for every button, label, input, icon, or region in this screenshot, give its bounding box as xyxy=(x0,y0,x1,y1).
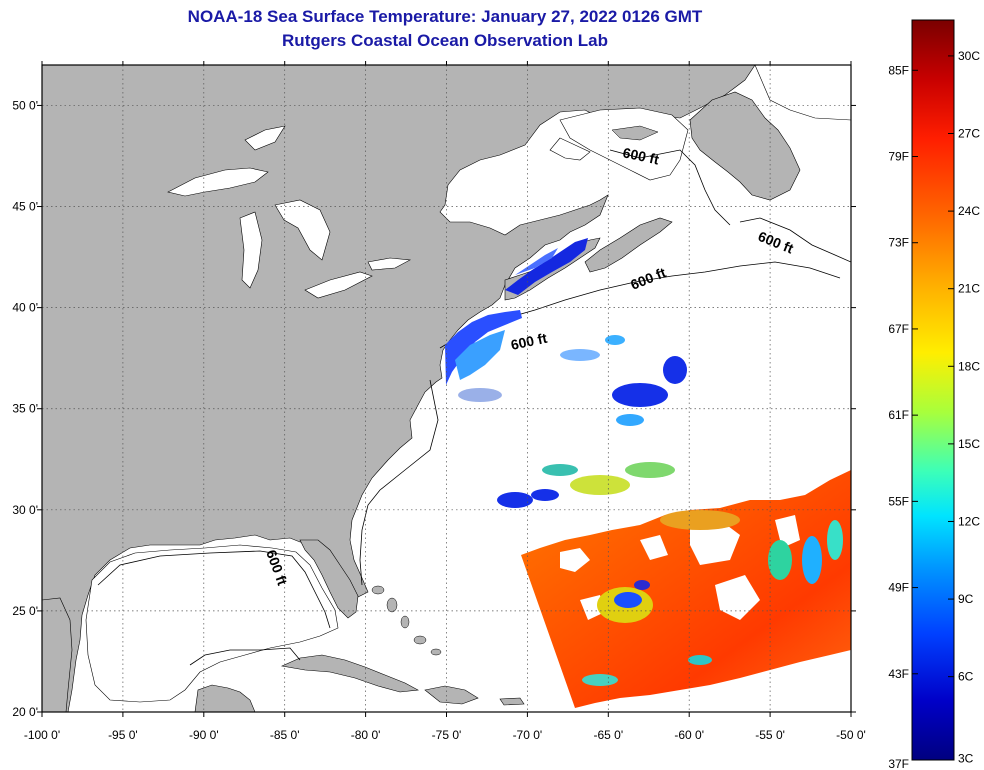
cuba-land xyxy=(280,654,419,693)
cb-label-f: 55F xyxy=(888,494,909,508)
cb-label-c: 27C xyxy=(958,127,980,141)
puerto-rico-land xyxy=(499,697,525,706)
cb-label-f: 85F xyxy=(888,63,909,77)
cb-label-c: 3C xyxy=(958,751,974,765)
cb-label-c: 30C xyxy=(958,49,980,63)
cb-label-f: 37F xyxy=(888,757,909,770)
cb-label-f: 49F xyxy=(888,581,909,595)
sst-cold-coastal xyxy=(445,238,588,385)
cb-label-c: 15C xyxy=(958,437,980,451)
cb-label-c: 24C xyxy=(958,204,980,218)
lon-label: -100 0' xyxy=(24,728,60,742)
north-ocean-water xyxy=(754,65,851,121)
north-america-land xyxy=(42,65,756,712)
lon-label: -65 0' xyxy=(593,728,623,742)
cb-label-f: 67F xyxy=(888,322,909,336)
map-ticks xyxy=(37,61,856,717)
florida-land xyxy=(299,539,359,619)
lon-label: -90 0' xyxy=(189,728,219,742)
cb-label-c: 6C xyxy=(958,670,974,684)
sst-blue-patches xyxy=(458,335,687,508)
cb-label-f: 79F xyxy=(888,150,909,164)
lon-label: -95 0' xyxy=(108,728,138,742)
contour-label-midatlantic: 600 ft xyxy=(509,330,548,353)
map-subtitle: Rutgers Coastal Ocean Observation Lab xyxy=(282,31,608,50)
map-title: NOAA-18 Sea Surface Temperature: January… xyxy=(187,7,703,26)
gulf-st-lawrence-water xyxy=(559,107,689,181)
lon-label: -55 0' xyxy=(755,728,785,742)
lat-label: 45 0' xyxy=(12,200,38,214)
latitude-labels: 50 0' 45 0' 40 0' 35 0' 30 0' 25 0' 20 0' xyxy=(12,98,38,719)
cb-label-f: 43F xyxy=(888,667,909,681)
colorbar-fahrenheit-ticks xyxy=(912,69,918,675)
lon-label: -70 0' xyxy=(513,728,543,742)
cb-label-f: 73F xyxy=(888,236,909,250)
cb-label-f: 61F xyxy=(888,408,909,422)
longitude-labels: -100 0' -95 0' -90 0' -85 0' -80 0' -75 0' -70… xyxy=(24,728,866,742)
lat-label: 30 0' xyxy=(12,503,38,517)
lat-label: 50 0' xyxy=(12,98,38,112)
lon-label: -80 0' xyxy=(351,728,381,742)
anticosti-island xyxy=(611,125,659,141)
lon-label: -60 0' xyxy=(674,728,704,742)
contour-label-stlawrence: 600 ft xyxy=(621,144,660,167)
lon-label: -50 0' xyxy=(836,728,866,742)
lat-label: 40 0' xyxy=(12,301,38,315)
lat-label: 25 0' xyxy=(12,604,38,618)
great-lakes xyxy=(167,125,412,299)
sst-warm-swath xyxy=(521,470,851,708)
lat-label: 20 0' xyxy=(12,705,38,719)
nova-scotia-land xyxy=(584,217,673,273)
colorbar-celsius-labels: 30C 27C 24C 21C 18C 15C 12C 9C 6C 3C xyxy=(958,49,980,765)
hispaniola-land xyxy=(424,685,479,705)
mexico-gulf-coast-land xyxy=(42,597,73,712)
lat-label: 35 0' xyxy=(12,402,38,416)
gulf-of-mexico-water xyxy=(85,544,339,703)
colorbar-fahrenheit-labels: 85F 79F 73F 67F 61F 55F 49F 43F 37F xyxy=(888,63,909,770)
colorbar-celsius-ticks xyxy=(948,55,954,678)
cb-label-c: 9C xyxy=(958,592,974,606)
cb-label-c: 18C xyxy=(958,359,980,373)
bahamas-islands xyxy=(371,585,442,656)
colorbar-gradient xyxy=(911,19,955,761)
st-lawrence-river-water xyxy=(549,137,591,161)
newfoundland-land xyxy=(689,91,801,201)
cb-label-c: 21C xyxy=(958,282,980,296)
yucatan-land xyxy=(194,684,256,712)
sst-mixed-patches xyxy=(542,462,843,686)
lon-label: -85 0' xyxy=(270,728,300,742)
cb-label-c: 12C xyxy=(958,514,980,528)
lon-label: -75 0' xyxy=(432,728,462,742)
